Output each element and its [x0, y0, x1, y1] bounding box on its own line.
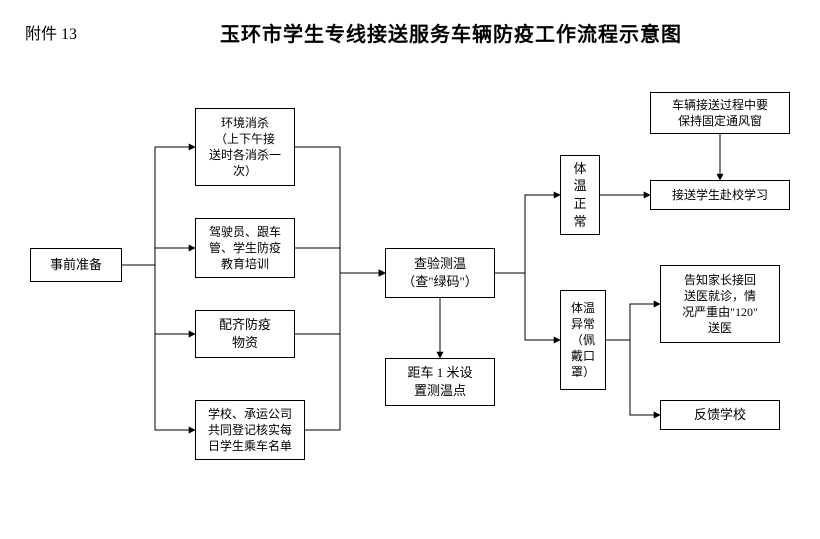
edge-check-to-abnormal	[495, 273, 560, 340]
edge-abnormal-to-feedback	[606, 340, 660, 415]
node-abnormal: 体温异常（佩戴口罩）	[560, 290, 606, 390]
attachment-label: 附件 13	[25, 20, 77, 44]
edge-check-to-normal	[495, 195, 560, 273]
node-disinfect: 环境消杀（上下午接送时各消杀一次）	[195, 108, 295, 186]
diagram-title: 玉环市学生专线接送服务车辆防疫工作流程示意图	[220, 18, 682, 47]
edge-abnormal-to-notify	[606, 304, 660, 340]
edge-roster-to-check	[305, 273, 385, 430]
node-roster: 学校、承运公司共同登记核实每日学生乘车名单	[195, 400, 305, 460]
node-training: 驾驶员、跟车管、学生防疫教育培训	[195, 218, 295, 278]
node-vent: 车辆接送过程中要保持固定通风窗	[650, 92, 790, 134]
node-school: 接送学生赴校学习	[650, 180, 790, 210]
node-supplies: 配齐防疫物资	[195, 310, 295, 358]
node-notify: 告知家长接回送医就诊，情况严重由"120"送医	[660, 265, 780, 343]
edge-prep-to-training	[122, 248, 195, 265]
node-check: 查验测温（查"绿码"）	[385, 248, 495, 298]
edge-training-to-check	[295, 248, 385, 273]
edge-supplies-to-check	[295, 273, 385, 334]
node-normal: 体温正常	[560, 155, 600, 235]
node-feedback: 反馈学校	[660, 400, 780, 430]
edge-prep-to-supplies	[122, 265, 195, 334]
node-prep: 事前准备	[30, 248, 122, 282]
edge-prep-to-roster	[122, 265, 195, 430]
edge-disinfect-to-check	[295, 147, 385, 273]
edge-prep-to-disinfect	[122, 147, 195, 265]
node-spot: 距车 1 米设置测温点	[385, 358, 495, 406]
diagram-canvas: 附件 13 玉环市学生专线接送服务车辆防疫工作流程示意图 事前准备 环境消杀（上下…	[0, 0, 820, 539]
